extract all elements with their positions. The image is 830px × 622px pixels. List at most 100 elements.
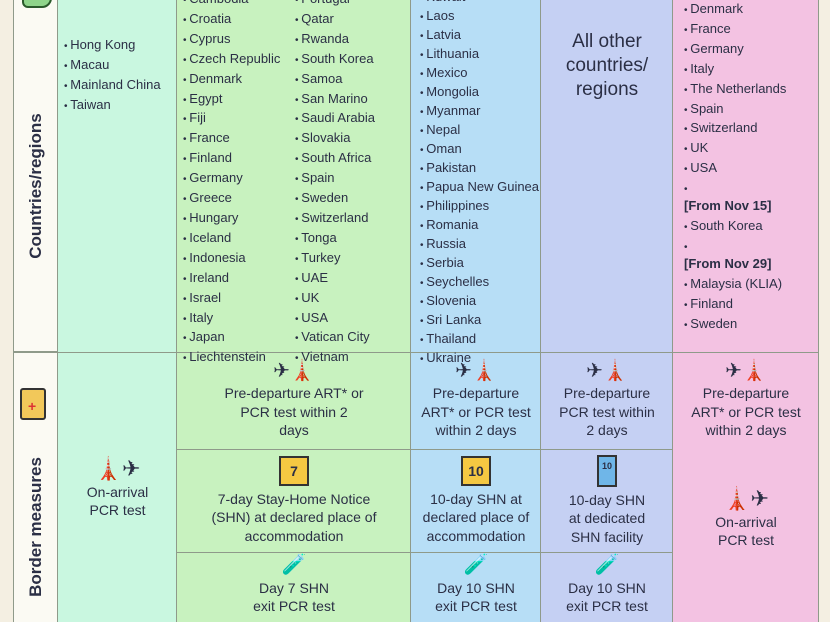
divider	[177, 449, 673, 450]
spacer	[684, 179, 786, 197]
country-item: Latvia	[420, 26, 539, 45]
country-item: Cambodia	[183, 0, 280, 10]
column-4	[541, 0, 673, 622]
col3-predeparture: ✈🗼 Pre-departure ART* or PCR test within…	[421, 359, 531, 438]
test-swab-icon: 🧪	[463, 554, 489, 576]
clipboard-icon: +	[20, 388, 46, 420]
country-item: South Korea	[295, 50, 375, 70]
country-item: [From Nov 29]	[684, 255, 772, 271]
country-item: Spain	[295, 169, 375, 189]
country-item: USA	[295, 309, 375, 329]
country-item: Sri Lanka	[420, 311, 539, 330]
country-item: Japan	[183, 328, 280, 348]
country-item: Saudi Arabia	[295, 109, 375, 129]
country-item: South Africa	[295, 149, 375, 169]
house-icon: 10	[461, 455, 491, 486]
country-item: Thailand	[420, 330, 539, 349]
country-item: Denmark	[684, 0, 786, 20]
country-item: South Korea	[684, 217, 786, 237]
house-icon: 7	[279, 455, 309, 486]
country-item: Nepal	[420, 121, 539, 140]
country-item: Myanmar	[420, 102, 539, 121]
country-item: Cyprus	[183, 30, 280, 50]
country-item: Germany	[684, 40, 786, 60]
col2-predeparture: ✈🗼 Pre-departure ART* or PCR test within…	[224, 359, 364, 438]
country-item: Malaysia (KLIA)	[684, 275, 786, 295]
col1-measure: 🗼✈ On-arrival PCR test	[86, 456, 149, 518]
country-item: Romania	[420, 216, 539, 235]
country-item: Mainland China	[64, 76, 160, 96]
country-item: Liechtenstein	[183, 348, 280, 368]
plane-tower-icon: ✈🗼	[273, 359, 315, 382]
country-item: Israel	[183, 289, 280, 309]
column-5-countries: DenmarkFranceGermanyItalyThe Netherlands…	[684, 0, 786, 335]
country-item: Italy	[183, 309, 280, 329]
country-item: Qatar	[295, 10, 375, 30]
country-item: USA	[684, 159, 786, 179]
plane-tower-icon: ✈🗼	[586, 359, 628, 382]
airport-plane-icon: 🗼✈	[94, 456, 141, 481]
building-icon: 10	[597, 454, 617, 487]
country-item: Egypt	[183, 90, 280, 110]
column-4-label: All other countries/ regions	[565, 31, 649, 100]
country-item: Tonga	[295, 229, 375, 249]
country-item: Vatican City	[295, 328, 375, 348]
country-item: Indonesia	[183, 249, 280, 269]
test-swab-icon: 🧪	[281, 554, 307, 576]
country-item: Serbia	[420, 254, 539, 273]
country-item: UK	[684, 139, 786, 159]
country-item: Philippines	[420, 197, 539, 216]
row-header-countries: Countries/regions	[13, 0, 58, 352]
country-item: Greece	[183, 189, 280, 209]
country-item: Kuwait	[420, 0, 539, 7]
country-item: Switzerland	[295, 209, 375, 229]
airport-plane-icon: 🗼✈	[723, 486, 769, 511]
plane-tower-icon: ✈🗼	[455, 359, 497, 382]
country-item: Taiwan	[64, 96, 161, 116]
map-icon	[22, 0, 52, 8]
country-item: Ukraine	[420, 349, 539, 368]
country-item: Sweden	[295, 189, 375, 209]
country-item: Pakistan	[420, 159, 539, 178]
col2-exit: 🧪 Day 7 SHN exit PCR test	[253, 554, 335, 614]
country-item: Spain	[684, 100, 786, 120]
country-item: Switzerland	[684, 119, 786, 139]
col2-shn: 7 7-day Stay-Home Notice (SHN) at declar…	[177, 449, 411, 552]
country-item: UK	[295, 289, 375, 309]
country-item: Italy	[684, 60, 786, 80]
country-item: Rwanda	[295, 30, 375, 50]
country-item: Samoa	[295, 70, 375, 90]
country-item: Iceland	[183, 229, 280, 249]
column-2-countries-b: PortugalQatarRwandaSouth KoreaSamoaSan M…	[295, 0, 375, 368]
col4-shn: 10 10-day SHN at dedicated SHN facility	[541, 449, 673, 552]
row-header-border: + Border measures	[13, 352, 58, 622]
col3-shn: 10 10-day SHN at declared place of accom…	[411, 449, 541, 552]
country-item: UAE	[295, 269, 375, 289]
divider	[177, 552, 673, 553]
country-item: Finland	[684, 295, 786, 315]
country-item: Portugal	[295, 0, 375, 10]
country-item: France	[684, 20, 786, 40]
country-item: France	[183, 129, 280, 149]
country-item: Ireland	[183, 269, 280, 289]
country-item: Laos	[420, 7, 539, 26]
column-3-countries: KuwaitLaosLatviaLithuaniaMexicoMongoliaM…	[420, 0, 539, 368]
country-item: Fiji	[183, 109, 280, 129]
border-header: Border measures	[25, 457, 45, 597]
country-item: Denmark	[183, 70, 280, 90]
countries-header: Countries/regions	[25, 112, 45, 259]
country-item: Hungary	[183, 209, 280, 229]
country-item: Croatia	[183, 10, 280, 30]
country-item: Mongolia	[420, 83, 539, 102]
spacer	[684, 237, 786, 255]
col5-predeparture: ✈🗼 Pre-departure ART* or PCR test within…	[691, 359, 801, 438]
country-item: [From Nov 15]	[684, 198, 772, 214]
country-item: Mexico	[420, 64, 539, 83]
country-item: Finland	[183, 149, 280, 169]
country-item: Sweden	[684, 315, 786, 335]
col5-measure: 🗼✈ On-arrival PCR test	[715, 486, 777, 548]
country-item: Russia	[420, 235, 539, 254]
country-item: Slovenia	[420, 292, 539, 311]
col4-predeparture: ✈🗼 Pre-departure PCR test within 2 days	[559, 359, 655, 438]
country-item: Czech Republic	[183, 50, 280, 70]
